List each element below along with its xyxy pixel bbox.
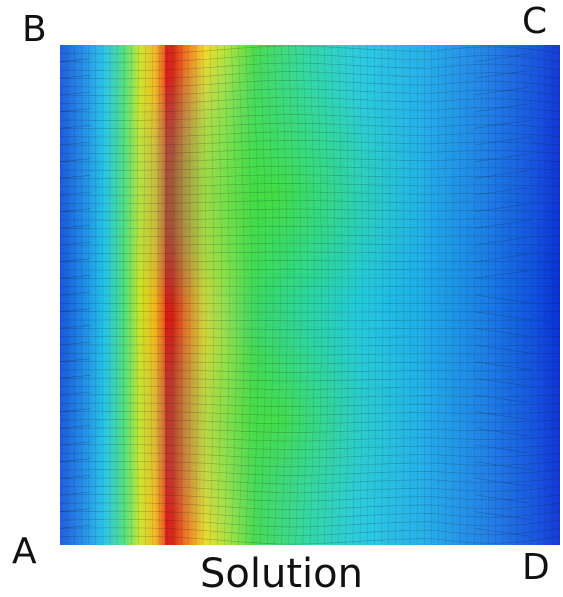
caption-solution: Solution — [0, 554, 563, 594]
solution-field-plot — [60, 45, 560, 545]
corner-label-b: B — [22, 12, 47, 48]
corner-label-d: D — [522, 550, 550, 586]
corner-label-c: C — [522, 4, 547, 40]
